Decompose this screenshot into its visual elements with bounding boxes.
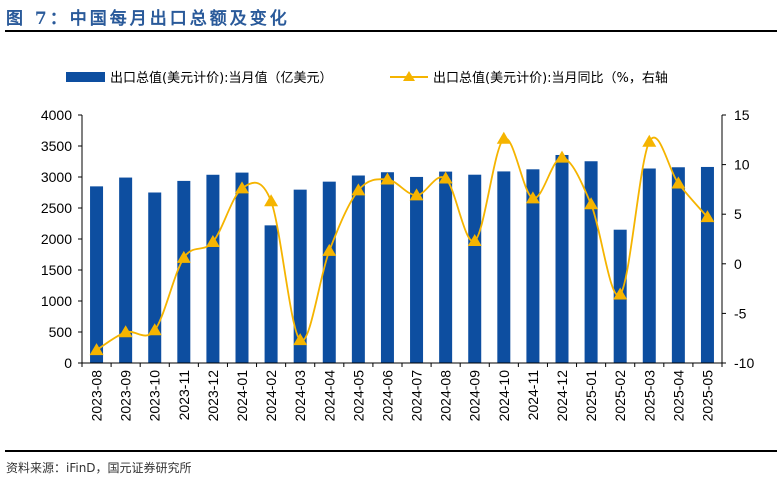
title-divider [5,30,777,32]
legend-triangle-icon [403,71,415,81]
x-tick-label: 2024-06 [379,370,395,422]
yoy-marker-2024-03 [293,333,308,346]
bar-2024-06 [380,172,394,363]
x-tick-label: 2025-03 [641,370,657,422]
x-tick-label: 2024-02 [263,370,279,422]
bar-2024-04 [322,181,336,363]
source-note: 资料来源：iFinD，国元证券研究所 [6,461,192,475]
left-tick-label: 4000 [41,107,72,123]
bar-2025-05 [700,166,714,363]
bar-2024-12 [555,154,569,363]
x-tick-label: 2024-08 [438,370,454,422]
bar-2024-11 [526,169,540,363]
left-tick-label: 500 [49,324,73,340]
yoy-marker-2024-12 [555,150,569,163]
chart-title: 图 7：中国每月出口总额及变化 [6,9,290,29]
yoy-marker-2024-08 [438,171,453,184]
x-tick-label: 2024-04 [321,370,337,422]
yoy-marker-2024-02 [264,194,279,207]
left-tick-label: 3500 [41,138,72,154]
bar-2024-09 [468,174,482,363]
bar-2023-09 [119,177,133,363]
source-divider [5,450,777,452]
x-tick-label: 2024-03 [292,370,308,422]
x-tick-label: 2024-11 [525,370,541,421]
bar-2023-08 [90,186,104,363]
bar-2024-08 [439,171,453,363]
x-tick-label: 2024-01 [234,370,250,422]
yoy-marker-2024-01 [235,181,249,194]
yoy-marker-2024-04 [322,243,337,256]
yoy-marker-2025-04 [671,176,686,189]
right-tick-label: 10 [734,157,750,173]
bar-2024-05 [351,175,365,363]
yoy-marker-2024-06 [380,172,395,185]
legend-bar-swatch [66,72,105,82]
x-tick-label: 2023-08 [89,370,105,422]
left-tick-label: 1500 [41,262,72,278]
x-tick-label: 2025-01 [583,370,599,422]
yoy-marker-2023-09 [118,325,133,338]
bar-2025-01 [584,161,598,363]
right-tick-label: -5 [734,305,747,321]
bar-2025-04 [671,167,685,363]
yoy-marker-2025-05 [700,210,715,223]
bar-2023-11 [177,180,191,363]
x-tick-label: 2023-11 [176,370,192,421]
bar-2023-12 [206,174,220,363]
left-tick-label: 0 [64,355,72,371]
yoy-marker-2024-09 [467,233,482,246]
x-tick-label: 2025-05 [699,370,715,422]
left-tick-label: 2500 [41,200,72,216]
bar-2024-07 [410,176,424,363]
right-tick-label: 0 [734,256,742,272]
x-tick-label: 2024-10 [496,370,512,422]
yoy-marker-2024-10 [496,131,511,144]
bar-2023-10 [148,192,162,363]
x-tick-label: 2025-02 [612,370,628,422]
bar-2024-02 [264,225,278,363]
legend-line-label: 出口总值(美元计价):当月同比（%，右轴 [433,70,668,86]
yoy-marker-2023-12 [205,234,220,247]
x-tick-label: 2023-12 [205,370,221,422]
right-tick-label: 15 [734,107,750,123]
x-tick-label: 2023-10 [147,370,163,422]
bar-2025-03 [642,168,656,363]
x-tick-label: 2024-12 [554,370,570,422]
x-tick-label: 2023-09 [118,370,134,422]
left-tick-label: 2000 [41,231,72,247]
bar-2024-01 [235,172,249,363]
bar-2024-03 [293,189,307,363]
x-tick-label: 2024-05 [350,370,366,422]
right-tick-label: -10 [734,355,754,371]
right-tick-label: 5 [734,206,742,222]
legend-bar-label: 出口总值(美元计价):当月值（亿美元） [110,70,333,86]
x-tick-label: 2024-09 [467,370,483,422]
yoy-marker-2024-07 [409,188,424,201]
yoy-marker-2025-01 [584,197,599,210]
left-tick-label: 3000 [41,169,72,185]
left-tick-label: 1000 [41,293,72,309]
yoy-marker-2023-10 [147,323,162,336]
yoy-marker-2025-03 [642,134,657,147]
yoy-marker-2023-08 [89,343,104,356]
x-tick-label: 2024-07 [409,370,425,422]
yoy-marker-2024-11 [525,191,540,204]
x-tick-label: 2025-04 [670,370,686,422]
yoy-marker-2024-05 [351,183,366,196]
yoy-marker-2023-11 [176,250,191,263]
bar-2024-10 [497,171,511,363]
yoy-marker-2025-02 [613,287,628,300]
